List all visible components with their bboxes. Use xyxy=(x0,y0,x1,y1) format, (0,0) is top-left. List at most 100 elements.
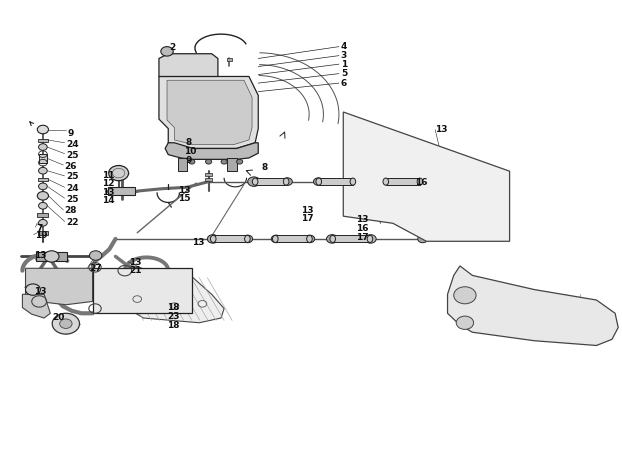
Text: 16: 16 xyxy=(415,178,428,187)
Circle shape xyxy=(418,235,428,243)
Text: 16: 16 xyxy=(356,224,368,233)
Circle shape xyxy=(39,183,47,190)
Polygon shape xyxy=(159,76,258,149)
Ellipse shape xyxy=(284,178,289,185)
Text: 20: 20 xyxy=(52,313,65,322)
Circle shape xyxy=(415,177,426,186)
Text: 17: 17 xyxy=(301,214,313,223)
Circle shape xyxy=(90,251,102,260)
Text: 14: 14 xyxy=(103,196,115,205)
Ellipse shape xyxy=(330,236,335,242)
Circle shape xyxy=(236,159,243,164)
Circle shape xyxy=(109,165,129,180)
Polygon shape xyxy=(167,80,252,145)
Bar xyxy=(37,213,49,217)
Circle shape xyxy=(26,284,40,295)
Ellipse shape xyxy=(417,178,423,185)
Ellipse shape xyxy=(383,178,389,185)
Text: 13: 13 xyxy=(34,251,47,260)
Circle shape xyxy=(243,235,253,243)
Polygon shape xyxy=(26,268,93,305)
Text: 13: 13 xyxy=(301,206,313,215)
Text: 12: 12 xyxy=(103,180,115,189)
Text: 6: 6 xyxy=(341,78,347,87)
Text: 19: 19 xyxy=(35,231,47,240)
Polygon shape xyxy=(159,54,218,76)
Circle shape xyxy=(456,316,473,329)
Text: 18: 18 xyxy=(167,303,180,312)
Text: 24: 24 xyxy=(66,140,78,149)
Text: 13: 13 xyxy=(129,257,142,266)
Circle shape xyxy=(248,177,260,186)
Ellipse shape xyxy=(210,236,216,242)
Bar xyxy=(93,268,192,314)
Circle shape xyxy=(37,191,49,200)
Circle shape xyxy=(39,167,47,174)
Bar xyxy=(38,231,48,235)
Text: 18: 18 xyxy=(167,321,180,330)
Text: 17: 17 xyxy=(356,233,368,242)
Bar xyxy=(386,178,420,185)
Bar xyxy=(38,178,48,181)
Text: 3: 3 xyxy=(341,51,347,60)
Text: 22: 22 xyxy=(66,218,78,227)
Text: 24: 24 xyxy=(66,184,78,193)
Bar xyxy=(205,173,212,176)
Ellipse shape xyxy=(244,236,250,242)
Text: 8: 8 xyxy=(185,138,192,147)
Polygon shape xyxy=(39,154,47,162)
Text: 25: 25 xyxy=(66,151,78,160)
Text: 11: 11 xyxy=(103,171,115,180)
Polygon shape xyxy=(343,112,509,241)
Circle shape xyxy=(39,219,47,226)
Text: 13: 13 xyxy=(435,125,448,134)
Circle shape xyxy=(313,178,323,185)
Circle shape xyxy=(453,287,476,304)
Circle shape xyxy=(39,144,47,151)
Bar xyxy=(226,58,231,61)
Bar xyxy=(213,236,248,242)
Text: 27: 27 xyxy=(89,264,101,273)
Text: 21: 21 xyxy=(129,266,142,275)
Circle shape xyxy=(365,235,376,243)
Text: 4: 4 xyxy=(341,42,347,51)
Polygon shape xyxy=(227,158,236,171)
Bar xyxy=(276,236,310,242)
Text: 28: 28 xyxy=(65,207,77,216)
Circle shape xyxy=(282,178,292,185)
Circle shape xyxy=(271,235,281,243)
Text: 13: 13 xyxy=(177,186,190,195)
Circle shape xyxy=(44,251,59,262)
Bar xyxy=(205,178,212,180)
Circle shape xyxy=(39,202,47,209)
Bar xyxy=(36,252,67,261)
Text: 25: 25 xyxy=(66,172,78,181)
Ellipse shape xyxy=(307,236,312,242)
Bar xyxy=(333,236,370,242)
Circle shape xyxy=(205,159,211,164)
Polygon shape xyxy=(22,294,50,318)
Polygon shape xyxy=(165,143,258,159)
Text: 10: 10 xyxy=(183,147,196,156)
Ellipse shape xyxy=(316,178,322,185)
Circle shape xyxy=(37,125,49,134)
Text: 25: 25 xyxy=(66,195,78,204)
Text: 13: 13 xyxy=(34,287,47,296)
Text: 13: 13 xyxy=(192,238,205,247)
Bar xyxy=(108,187,136,195)
Circle shape xyxy=(188,159,195,164)
Circle shape xyxy=(305,235,315,243)
Bar xyxy=(318,178,353,185)
Text: 13: 13 xyxy=(356,215,368,224)
Circle shape xyxy=(221,159,227,164)
Ellipse shape xyxy=(350,178,356,185)
Bar xyxy=(38,139,48,142)
Circle shape xyxy=(161,47,173,56)
Polygon shape xyxy=(177,158,187,171)
Circle shape xyxy=(327,235,338,243)
Text: 2: 2 xyxy=(170,43,176,52)
Text: 1: 1 xyxy=(341,60,347,69)
Text: 7: 7 xyxy=(37,224,43,233)
Text: 26: 26 xyxy=(65,162,77,171)
Text: 13: 13 xyxy=(103,188,115,197)
